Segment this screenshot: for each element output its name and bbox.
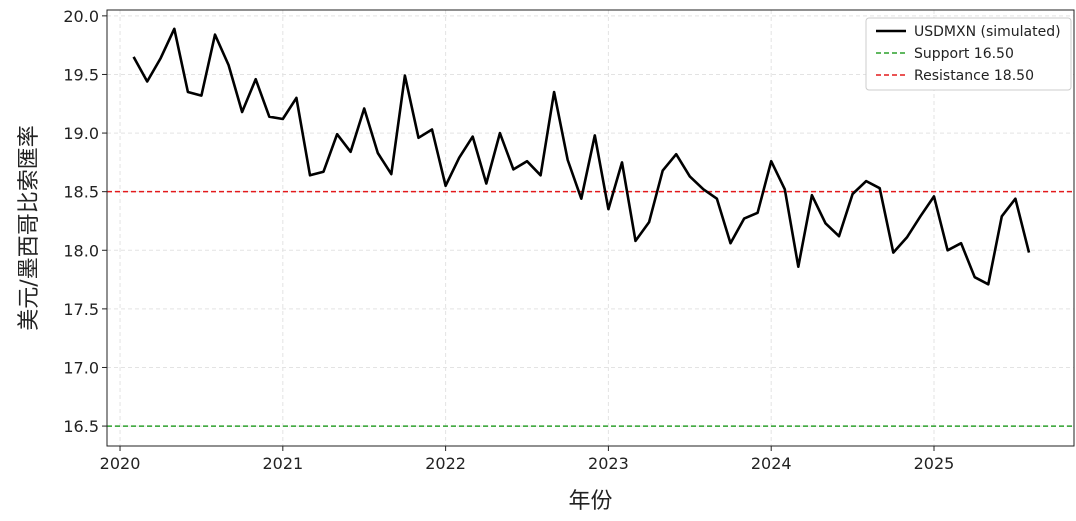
legend-label: Resistance 18.50 bbox=[914, 68, 1034, 84]
x-tick-label: 2025 bbox=[914, 454, 955, 473]
x-tick-label: 2020 bbox=[100, 454, 141, 473]
y-tick-label: 18.0 bbox=[63, 241, 99, 260]
series-layer bbox=[132, 27, 1031, 286]
legend-label: USDMXN (simulated) bbox=[914, 24, 1061, 40]
reference-lines bbox=[107, 190, 1074, 427]
x-tick-label: 2022 bbox=[425, 454, 466, 473]
plot-frame bbox=[106, 9, 1075, 447]
axis-ticks: 16.5 17.0 17.5 18.0 18.5 19.0 19.5 20.0 2020 2021… bbox=[63, 7, 954, 473]
y-tick-label: 16.5 bbox=[63, 417, 99, 436]
y-tick-label: 17.0 bbox=[63, 358, 99, 377]
usdmxn-series-line bbox=[132, 27, 1031, 286]
x-tick-label: 2023 bbox=[588, 454, 629, 473]
y-tick-label: 19.0 bbox=[63, 124, 99, 143]
y-tick-label: 18.5 bbox=[63, 183, 99, 202]
x-tick-label: 2021 bbox=[262, 454, 303, 473]
y-axis-title: 美元/墨西哥比索匯率 bbox=[17, 125, 42, 330]
y-tick-label: 20.0 bbox=[63, 7, 99, 26]
x-tick-label: 2024 bbox=[751, 454, 792, 473]
y-tick-label: 17.5 bbox=[63, 300, 99, 319]
legend: USDMXN (simulated) Support 16.50 Resistanc… bbox=[865, 17, 1072, 91]
x-axis-title: 年份 bbox=[568, 489, 612, 514]
legend-label: Support 16.50 bbox=[914, 46, 1014, 62]
legend-box bbox=[865, 17, 1072, 91]
y-tick-label: 19.5 bbox=[63, 65, 99, 84]
